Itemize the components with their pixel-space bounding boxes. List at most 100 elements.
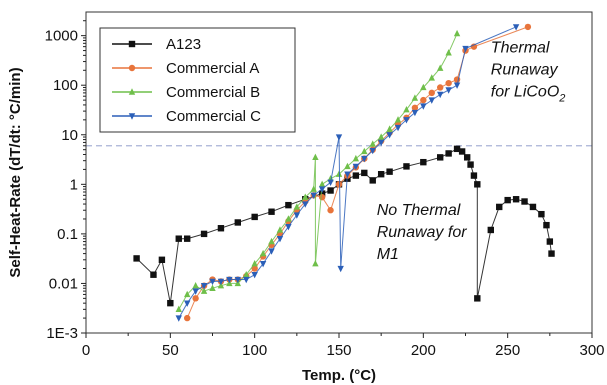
data-point	[352, 163, 360, 171]
data-point	[150, 271, 157, 278]
data-point	[327, 207, 334, 214]
data-point	[538, 210, 545, 218]
data-point	[327, 179, 334, 186]
data-point	[192, 288, 199, 295]
annotation-line: Runaway for	[377, 224, 467, 241]
data-point	[133, 255, 140, 262]
data-point	[293, 212, 301, 219]
data-point	[335, 134, 343, 141]
data-point	[386, 132, 393, 139]
data-point	[234, 219, 241, 226]
data-point	[386, 125, 393, 132]
annotations: Thermal Runaway for LiCoO2 No Thermal Runawa…	[377, 40, 566, 264]
data-point	[487, 226, 494, 234]
data-point	[302, 193, 309, 200]
data-point	[462, 45, 469, 53]
data-point	[302, 201, 309, 208]
x-tick-label: 100	[242, 342, 267, 359]
data-point	[394, 116, 402, 123]
data-point	[285, 223, 292, 231]
data-point	[420, 103, 427, 110]
data-point	[243, 276, 250, 284]
data-point	[521, 198, 528, 205]
annotation-subscript: 2	[558, 93, 565, 105]
y-tick-label: 1E-3	[46, 325, 78, 342]
data-point	[217, 225, 225, 232]
data-point	[403, 106, 410, 113]
data-point	[361, 147, 368, 155]
y-tick-label: 0.1	[57, 226, 78, 243]
data-point	[200, 230, 208, 238]
data-point	[546, 238, 554, 245]
data-point	[420, 83, 427, 91]
data-point	[496, 203, 503, 211]
data-point	[467, 161, 474, 168]
data-point	[344, 171, 351, 178]
data-point	[361, 155, 368, 163]
data-point	[318, 186, 326, 193]
data-point	[403, 163, 410, 170]
legend-label: Commercial A	[166, 60, 259, 77]
data-point	[259, 261, 267, 268]
data-point	[243, 271, 250, 278]
data-point	[327, 187, 334, 194]
data-point	[548, 250, 555, 257]
data-point	[312, 153, 319, 161]
legend-label: Commercial C	[166, 108, 261, 125]
data-point	[285, 201, 292, 209]
data-point	[411, 104, 419, 112]
data-point	[453, 145, 461, 153]
data-point	[310, 192, 317, 200]
data-point	[369, 177, 376, 184]
data-point	[276, 235, 284, 243]
y-tick-label: 100	[53, 77, 78, 94]
x-tick-label: 50	[162, 342, 179, 359]
legend-marker	[128, 88, 136, 95]
x-tick-label: 0	[82, 342, 90, 359]
data-point	[369, 147, 376, 155]
data-point	[453, 29, 461, 37]
data-point	[209, 278, 216, 286]
data-point	[453, 82, 461, 89]
data-point	[192, 295, 199, 302]
annotation-line: Thermal	[491, 40, 550, 57]
data-point	[226, 276, 233, 284]
data-point	[251, 260, 258, 267]
data-point	[437, 154, 444, 161]
data-point	[420, 158, 427, 166]
data-point	[361, 169, 368, 177]
data-point	[285, 215, 292, 222]
data-point	[310, 185, 317, 192]
data-point	[543, 221, 550, 229]
data-point	[420, 96, 427, 104]
data-point	[268, 237, 275, 245]
series-2	[175, 29, 461, 313]
data-point	[167, 299, 174, 307]
legend-label: A123	[166, 36, 201, 53]
x-tick-label: 300	[579, 342, 604, 359]
data-point	[184, 300, 191, 307]
y-axis-title: Self-Heat-Rate (dT/dt: °C/min)	[7, 67, 24, 277]
data-point	[377, 133, 385, 140]
data-point	[209, 284, 216, 291]
data-point	[369, 140, 376, 147]
series-3	[175, 24, 520, 322]
annotation-line: for LiCoO	[491, 84, 559, 101]
y-tick-label: 1	[70, 176, 78, 193]
legend-marker	[128, 64, 136, 72]
data-point	[445, 79, 452, 87]
data-point	[318, 193, 326, 201]
data-point	[377, 171, 385, 178]
data-point	[411, 109, 419, 117]
annotation-line: M1	[377, 246, 399, 263]
data-point	[437, 64, 444, 71]
data-point	[217, 278, 225, 286]
data-point	[318, 190, 326, 197]
x-tick-label: 150	[326, 342, 351, 359]
data-point	[445, 150, 452, 157]
data-point	[411, 94, 419, 101]
data-point	[474, 295, 481, 302]
data-point	[437, 91, 444, 99]
data-point	[386, 168, 393, 175]
data-point	[512, 24, 520, 31]
